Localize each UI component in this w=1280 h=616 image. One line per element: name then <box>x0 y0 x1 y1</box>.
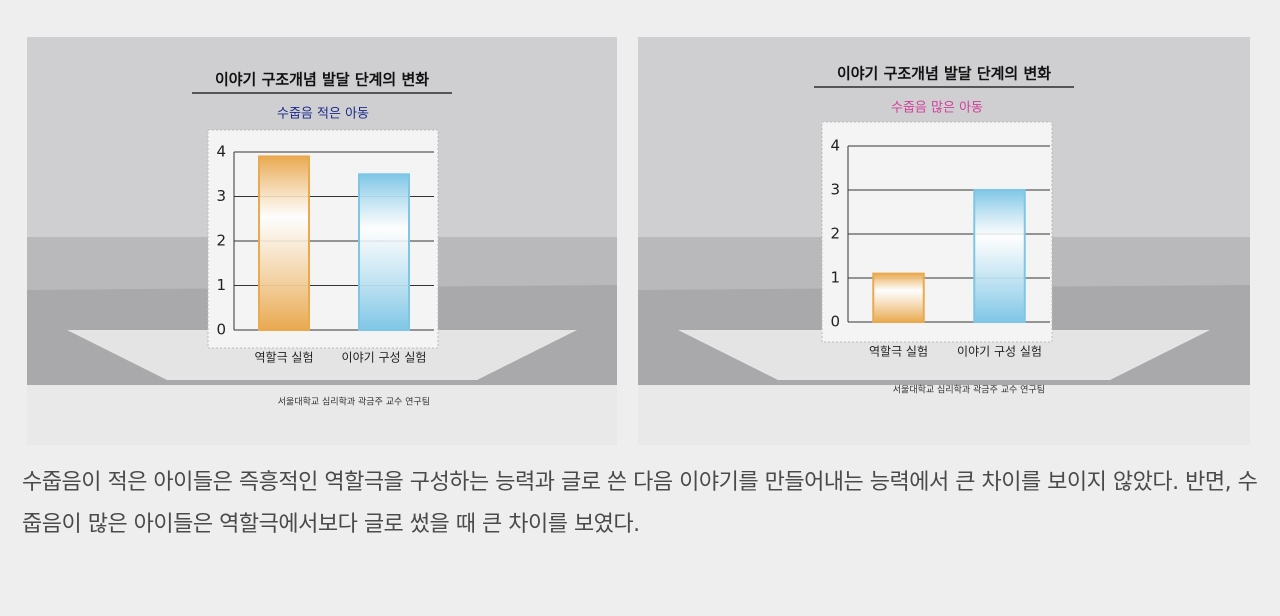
panel-bottom <box>27 385 617 445</box>
panel-bottom <box>638 385 1250 445</box>
bar <box>872 272 925 324</box>
chart-title: 이야기 구조개념 발달 단계의 변화 <box>837 65 1051 83</box>
y-tick-label: 3 <box>216 187 226 205</box>
panel-stage <box>678 330 1210 380</box>
source-note: 서울대학교 심리학과 곽금주 교수 연구팀 <box>278 396 430 408</box>
bar <box>358 173 410 331</box>
y-tick-label: 1 <box>830 269 840 287</box>
y-tick-label: 2 <box>830 225 840 243</box>
title-underline <box>192 92 452 94</box>
y-tick-label: 2 <box>216 232 226 250</box>
source-note: 서울대학교 심리학과 곽금주 교수 연구팀 <box>893 384 1045 396</box>
y-tick-label: 4 <box>830 137 840 155</box>
x-tick-label: 이야기 구성 실험 <box>957 345 1042 359</box>
bar <box>973 189 1026 323</box>
title-underline <box>814 86 1074 88</box>
chart-subtitle: 수줍음 많은 아동 <box>891 101 983 116</box>
y-tick-label: 1 <box>216 276 226 294</box>
x-tick-label: 이야기 구성 실험 <box>342 351 427 365</box>
caption: 수줍음이 적은 아이들은 즉흥적인 역할극을 구성하는 능력과 글로 쓴 다음 … <box>22 470 1258 537</box>
chart-title: 이야기 구조개념 발달 단계의 변화 <box>215 71 429 89</box>
y-tick-label: 3 <box>830 181 840 199</box>
y-tick-label: 0 <box>830 313 840 331</box>
bar <box>258 155 310 331</box>
y-tick-label: 4 <box>216 143 226 161</box>
chart-subtitle: 수줍음 적은 아동 <box>277 107 369 122</box>
y-tick-label: 0 <box>216 321 226 339</box>
x-tick-label: 역할극 실험 <box>869 345 928 359</box>
x-tick-label: 역할극 실험 <box>254 351 313 365</box>
panel-stage <box>67 330 577 380</box>
